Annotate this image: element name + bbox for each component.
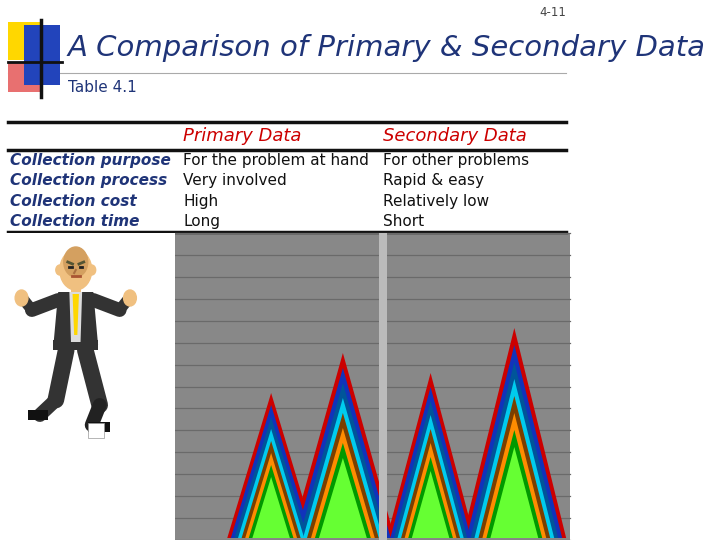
Polygon shape [231,405,311,538]
FancyBboxPatch shape [88,423,104,438]
Polygon shape [482,413,546,538]
FancyBboxPatch shape [71,284,81,292]
Text: Collection cost: Collection cost [9,194,136,209]
Polygon shape [387,373,474,538]
FancyBboxPatch shape [28,410,48,420]
Polygon shape [307,413,379,538]
Text: Collection process: Collection process [9,173,167,188]
Text: Primary Data: Primary Data [184,127,302,145]
Polygon shape [253,477,290,538]
FancyBboxPatch shape [176,233,570,540]
Polygon shape [53,292,98,345]
Polygon shape [401,429,460,538]
Polygon shape [408,457,453,538]
Polygon shape [394,401,467,538]
Text: For other problems: For other problems [383,153,529,168]
Text: Table 4.1: Table 4.1 [68,80,137,96]
Polygon shape [490,447,539,538]
Circle shape [124,290,136,306]
Polygon shape [315,443,371,538]
Circle shape [15,290,28,306]
Text: Short: Short [383,214,424,230]
Polygon shape [303,398,383,538]
FancyBboxPatch shape [8,62,40,92]
Polygon shape [467,345,562,538]
Polygon shape [73,294,79,335]
Polygon shape [228,393,315,538]
Text: Collection purpose: Collection purpose [9,153,171,168]
Circle shape [88,265,96,275]
Polygon shape [299,383,387,538]
Polygon shape [295,368,391,538]
Text: Very involved: Very involved [184,173,287,188]
Polygon shape [487,430,542,538]
FancyBboxPatch shape [8,22,40,60]
Polygon shape [474,379,554,538]
Circle shape [56,265,64,275]
Polygon shape [462,328,566,538]
Polygon shape [235,417,307,538]
Text: For the problem at hand: For the problem at hand [184,153,369,168]
FancyBboxPatch shape [24,25,60,85]
Polygon shape [319,458,366,538]
Polygon shape [412,471,449,538]
FancyBboxPatch shape [88,422,110,432]
Polygon shape [478,396,550,538]
Polygon shape [249,465,294,538]
Polygon shape [311,428,375,538]
Text: High: High [184,194,219,209]
Circle shape [64,247,88,277]
Text: Relatively low: Relatively low [383,194,489,209]
Text: Rapid & easy: Rapid & easy [383,173,484,188]
Circle shape [60,250,91,290]
Text: 4-11: 4-11 [539,6,566,19]
Text: Long: Long [184,214,220,230]
Polygon shape [291,353,395,538]
Polygon shape [390,387,471,538]
Polygon shape [69,292,82,342]
Polygon shape [397,415,464,538]
Polygon shape [242,441,301,538]
Polygon shape [405,443,456,538]
Text: A Comparison of Primary & Secondary Data: A Comparison of Primary & Secondary Data [68,34,706,62]
FancyBboxPatch shape [379,233,387,540]
FancyBboxPatch shape [53,340,98,350]
Text: Collection time: Collection time [9,214,139,230]
Polygon shape [246,453,297,538]
FancyBboxPatch shape [0,233,176,540]
Polygon shape [470,362,558,538]
Text: Secondary Data: Secondary Data [383,127,526,145]
Polygon shape [238,429,305,538]
